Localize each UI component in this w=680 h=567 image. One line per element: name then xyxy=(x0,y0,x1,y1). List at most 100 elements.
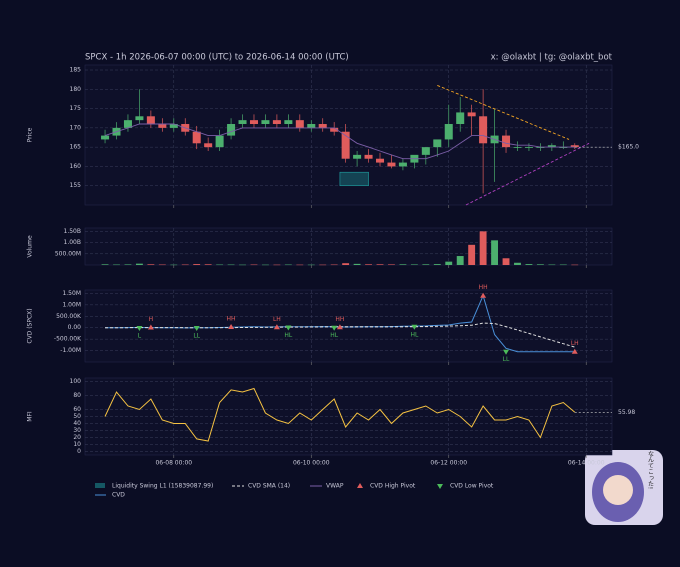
candle-body xyxy=(227,124,236,136)
volume-bar xyxy=(376,264,384,265)
volume-bar xyxy=(548,264,556,266)
volume-bar xyxy=(319,264,327,266)
legend-label: VWAP xyxy=(326,483,344,490)
volume-bar xyxy=(124,264,132,265)
candle-body xyxy=(238,120,247,125)
candle-body xyxy=(204,143,213,148)
candle-body xyxy=(284,120,293,125)
panel xyxy=(84,289,613,363)
volume-bar xyxy=(170,264,178,266)
candle-body xyxy=(330,127,339,132)
volume-bar xyxy=(135,263,143,265)
y-tick-label: -500.00K xyxy=(54,336,82,343)
y-tick-label: 0 xyxy=(77,448,81,455)
legend-label: CVD High Pivot xyxy=(370,483,416,490)
y-tick-label: 170 xyxy=(70,124,82,131)
pivot-label: HH xyxy=(227,316,236,323)
low-pivot xyxy=(331,325,338,331)
volume-bar xyxy=(101,264,109,265)
volume-bar xyxy=(307,264,315,266)
high-pivot xyxy=(336,324,343,330)
volume-bar xyxy=(147,264,155,265)
volume-bar xyxy=(525,264,533,265)
candle-body xyxy=(467,112,476,117)
series-line xyxy=(105,322,575,348)
candle-body xyxy=(249,120,258,125)
candle-body xyxy=(570,145,579,148)
last-price-label: $165.0 xyxy=(618,144,639,151)
volume-bar xyxy=(330,264,338,266)
candle-body xyxy=(398,162,407,167)
chart-title: SPCX - 1h 2026-06-07 00:00 (UTC) to 2026… xyxy=(85,53,349,63)
volume-bar xyxy=(433,264,441,265)
candle-body xyxy=(456,112,465,125)
volume-bar xyxy=(227,264,235,266)
y-axis-label: Volume xyxy=(27,235,34,258)
volume-bar xyxy=(342,263,350,265)
candle-body xyxy=(272,120,281,125)
volume-bar xyxy=(262,264,269,266)
volume-bar xyxy=(239,264,246,266)
volume-bar xyxy=(113,264,120,266)
volume-bar xyxy=(502,258,510,265)
volume-bar xyxy=(559,264,567,266)
candle-body xyxy=(146,116,155,125)
high-pivot xyxy=(480,292,487,298)
pivot-label: LH xyxy=(571,340,579,347)
volume-bar xyxy=(479,231,487,265)
candle-body xyxy=(513,147,522,148)
candle-body xyxy=(318,124,327,128)
y-tick-label: 175 xyxy=(70,105,82,112)
y-tick-label: 500.00M xyxy=(55,250,81,257)
y-tick-label: 160 xyxy=(70,163,82,170)
y-tick-label: 1.50B xyxy=(64,228,81,235)
candle-body xyxy=(387,162,396,167)
legend-label: Liquidity Swing L1 (15839087.99) xyxy=(112,483,213,490)
y-tick-label: 1.50M xyxy=(62,290,81,297)
pivot-label: HL xyxy=(330,332,339,339)
candle-body xyxy=(295,120,304,128)
volume-bar xyxy=(410,264,418,265)
legend-swatch xyxy=(357,483,363,488)
y-tick-label: 80 xyxy=(73,392,81,399)
pivot-label: LL xyxy=(193,332,200,339)
volume-bar xyxy=(422,264,430,265)
volume-bar xyxy=(365,264,372,265)
legend-label: CVD Low Pivot xyxy=(450,483,494,490)
sticker-text: なんてこった! xyxy=(647,451,654,489)
low-pivot xyxy=(285,325,292,331)
volume-bar xyxy=(456,256,464,265)
y-tick-label: 60 xyxy=(73,406,81,413)
candle-body xyxy=(261,120,270,125)
volume-bar xyxy=(491,240,499,265)
volume-bar xyxy=(181,264,189,266)
candle-body xyxy=(444,124,453,140)
y-tick-label: 40 xyxy=(73,420,81,427)
x-tick-label: 06-10 00:00 xyxy=(293,460,330,467)
candle-body xyxy=(502,135,511,148)
low-pivot xyxy=(193,325,200,331)
volume-bar xyxy=(284,264,292,266)
volume-bar xyxy=(445,261,453,265)
y-tick-label: 180 xyxy=(70,86,82,93)
y-tick-label: -1.00M xyxy=(60,347,81,354)
y-tick-label: 10 xyxy=(73,441,81,448)
trendline xyxy=(437,85,570,140)
pivot-label: LH xyxy=(273,316,281,323)
high-pivot xyxy=(228,324,235,330)
pivot-label: L xyxy=(138,332,142,339)
y-tick-label: 50 xyxy=(73,413,81,420)
volume-bar xyxy=(216,264,224,266)
high-pivot xyxy=(273,324,280,330)
liquidity-zone xyxy=(339,171,369,187)
y-tick-label: 500.00K xyxy=(56,313,82,320)
volume-bar xyxy=(388,264,395,265)
credit: x: @olaxbt | tg: @olaxbt_bot xyxy=(491,53,613,63)
volume-bar xyxy=(296,264,304,266)
volume-bar xyxy=(273,264,281,266)
volume-bar xyxy=(193,264,201,265)
legend-label: CVD xyxy=(112,492,125,499)
y-tick-label: 185 xyxy=(70,67,82,74)
y-tick-label: 30 xyxy=(73,427,81,434)
